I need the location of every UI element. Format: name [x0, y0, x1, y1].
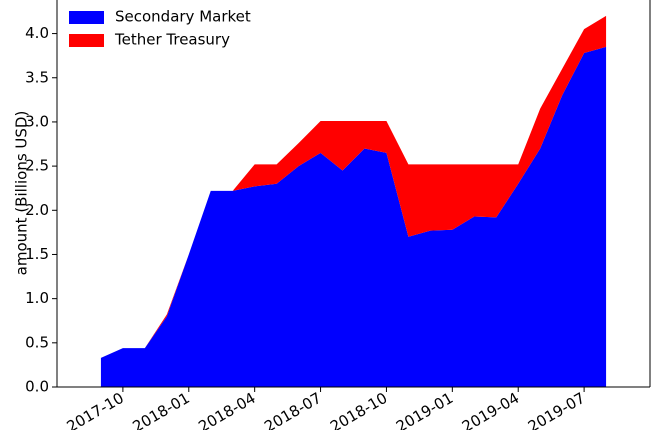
y-tick-label: 2.0 [25, 201, 49, 219]
y-tick-label: 2.5 [25, 157, 49, 175]
x-tick-label: 2018-07 [261, 389, 324, 430]
x-tick-label: 2019-07 [525, 389, 588, 430]
legend-label: Secondary Market [115, 8, 251, 26]
x-tick-label: 2019-01 [393, 389, 456, 430]
x-tick-label: 2019-04 [459, 389, 522, 430]
legend-swatch [69, 34, 104, 47]
y-tick-label: 3.5 [25, 68, 49, 86]
y-tick-label: 4.0 [25, 24, 49, 42]
area [100, 46, 607, 387]
x-tick-label: 2018-04 [195, 389, 258, 430]
x-tick-label: 2018-10 [327, 389, 390, 430]
area [100, 15, 607, 358]
y-tick-label: 0.0 [25, 378, 49, 396]
x-tick-label: 2017-10 [64, 389, 127, 430]
y-tick-label: 1.0 [25, 289, 49, 307]
y-tick-label: 3.0 [25, 112, 49, 130]
x-tick-label: 2018-01 [129, 389, 192, 430]
legend-swatch [69, 11, 104, 24]
y-tick-label: 1.5 [25, 245, 49, 263]
y-axis-label: amount (Billions USD) [13, 111, 31, 276]
y-tick-label: 0.5 [25, 333, 49, 351]
legend-label: Tether Treasury [114, 31, 230, 49]
